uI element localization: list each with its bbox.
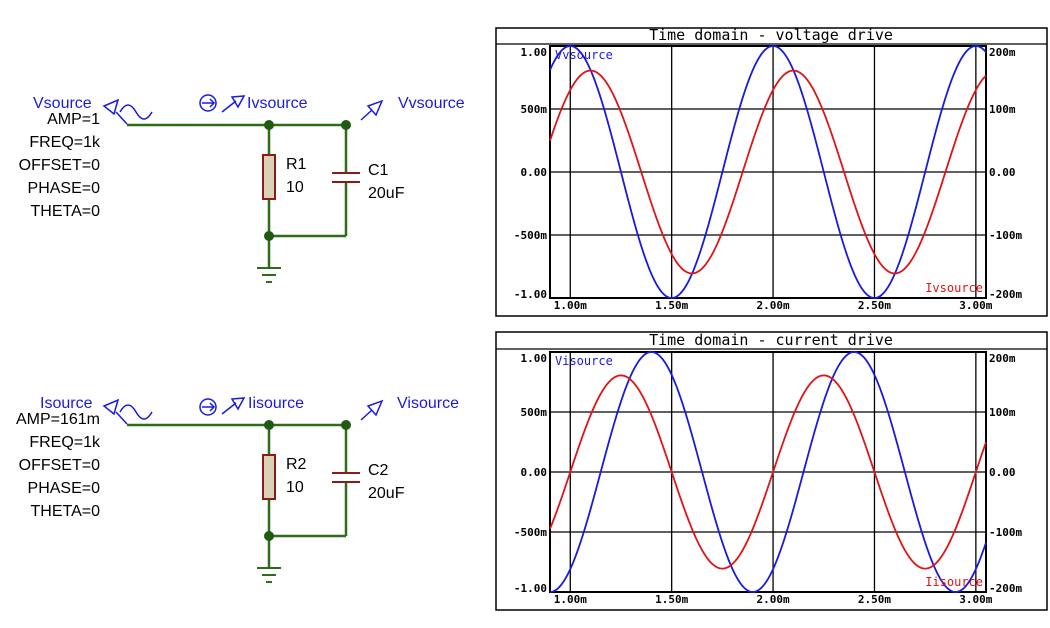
left-tick-label: 500m	[521, 103, 548, 116]
left-tick-label: 0.00	[521, 166, 548, 179]
graph-voltage-drive: Time domain - voltage drive 1.00m 1.50m 2.…	[495, 26, 1048, 317]
graph-title: Time domain - voltage drive	[649, 26, 893, 44]
source-terminal-icon-2	[102, 398, 153, 425]
trace-ivsource	[549, 69, 987, 275]
resistor-2	[262, 454, 276, 500]
capacitor-2	[332, 472, 360, 483]
resistor-value-2: 10	[286, 479, 304, 496]
traces	[549, 45, 987, 299]
x-tick-label: 2.00m	[757, 593, 790, 606]
source-name-2: Isource	[40, 395, 93, 412]
right-tick-label: 200m	[989, 352, 1016, 365]
current-probe-icon-2	[199, 397, 246, 416]
right-tick-label: -200m	[989, 582, 1022, 595]
source-name-1: Vsource	[33, 95, 92, 112]
traces	[549, 351, 987, 593]
left-tick-label: -500m	[514, 526, 547, 539]
series-label-ivsource: Ivsource	[925, 281, 983, 295]
resistor-name-1: R1	[286, 156, 307, 173]
right-tick-label: -100m	[989, 526, 1022, 539]
capacitor-name-1: C1	[368, 162, 389, 179]
left-tick-label: 0.00	[521, 466, 548, 479]
x-tick-label: 1.00m	[554, 593, 587, 606]
source-param-2-1: FREQ=1k	[29, 434, 101, 451]
grid-lines	[550, 45, 986, 299]
tick-labels: 1.00m 1.50m 2.00m 2.50m 3.00m 1.00 500m 0.00 -50…	[514, 46, 1023, 312]
left-tick-label: -1.00	[514, 288, 547, 301]
ground-icon-1	[257, 267, 281, 283]
capacitor-name-2: C2	[368, 462, 389, 479]
source-param-2-4: THETA=0	[31, 503, 101, 520]
right-tick-label: 200m	[989, 46, 1016, 59]
left-tick-label: 500m	[521, 406, 548, 419]
right-tick-label: 0.00	[989, 466, 1016, 479]
left-tick-label: -500m	[514, 229, 547, 242]
series-labels: Visource Iisource	[555, 354, 983, 589]
current-probe-label-1: Ivsource	[247, 95, 308, 112]
right-tick-label: -100m	[989, 229, 1022, 242]
x-tick-label: 3.00m	[959, 299, 992, 312]
capacitor-value-2: 20uF	[368, 485, 405, 502]
left-tick-label: 1.00	[521, 46, 548, 59]
source-param-2-3: PHASE=0	[28, 480, 101, 497]
source-terminal-icon-1	[102, 98, 153, 125]
current-probe-icon-1	[199, 94, 246, 113]
x-tick-label: 2.50m	[858, 593, 891, 606]
series-labels: Vvsource Ivsource	[555, 48, 983, 295]
right-tick-label: 100m	[989, 406, 1016, 419]
right-tick-label: -200m	[989, 288, 1022, 301]
graph-title: Time domain - current drive	[649, 331, 893, 349]
resistor-name-2: R2	[286, 456, 307, 473]
source-param-2-0: AMP=161m	[16, 411, 100, 428]
source-param-1-0: AMP=1	[47, 111, 100, 128]
trace-vvsource	[549, 45, 987, 299]
x-tick-label: 2.00m	[757, 299, 790, 312]
voltage-probe-label-1: Vvsource	[398, 95, 465, 112]
nodes-2	[264, 420, 351, 541]
x-tick-label: 1.50m	[655, 299, 688, 312]
trace-visource	[549, 351, 987, 593]
voltage-probe-icon-1	[360, 99, 384, 121]
source-param-1-2: OFFSET=0	[19, 157, 100, 174]
circuit-2: Isource AMP=161m FREQ=1k OFFSET=0 PHASE=…	[16, 395, 459, 583]
source-param-2-2: OFFSET=0	[19, 457, 100, 474]
series-label-vvsource: Vvsource	[555, 48, 613, 62]
left-tick-label: -1.00	[514, 582, 547, 595]
tick-labels: 1.00m 1.50m 2.00m 2.50m 3.00m 1.00 500m 0.00 -50…	[514, 352, 1023, 606]
series-label-visource: Visource	[555, 354, 613, 368]
x-tick-label: 1.50m	[655, 593, 688, 606]
right-tick-label: 100m	[989, 103, 1016, 116]
current-probe-label-2: Iisource	[248, 395, 304, 412]
left-tick-label: 1.00	[521, 352, 548, 365]
resistor-value-1: 10	[286, 179, 304, 196]
x-tick-label: 3.00m	[959, 593, 992, 606]
nodes-1	[264, 120, 351, 241]
voltage-probe-icon-2	[360, 399, 384, 421]
source-param-1-4: THETA=0	[31, 203, 101, 220]
ground-icon-2	[257, 567, 281, 583]
source-param-1-3: PHASE=0	[28, 180, 101, 197]
series-label-iisource: Iisource	[925, 575, 983, 589]
source-param-1-1: FREQ=1k	[29, 134, 101, 151]
wires-1	[127, 123, 348, 268]
x-tick-label: 1.00m	[554, 299, 587, 312]
capacitor-1	[332, 172, 360, 183]
wires-2	[127, 423, 348, 568]
right-tick-label: 0.00	[989, 166, 1016, 179]
x-tick-label: 2.50m	[858, 299, 891, 312]
graph-current-drive: Time domain - current drive 1.00m 1.50m 2.…	[495, 331, 1048, 611]
circuit-1: Vsource AMP=1 FREQ=1k OFFSET=0 PHASE=0 T…	[19, 94, 465, 283]
trace-iisource	[549, 374, 987, 570]
capacitor-value-1: 20uF	[368, 185, 405, 202]
resistor-1	[262, 154, 276, 200]
voltage-probe-label-2: Visource	[397, 395, 459, 412]
